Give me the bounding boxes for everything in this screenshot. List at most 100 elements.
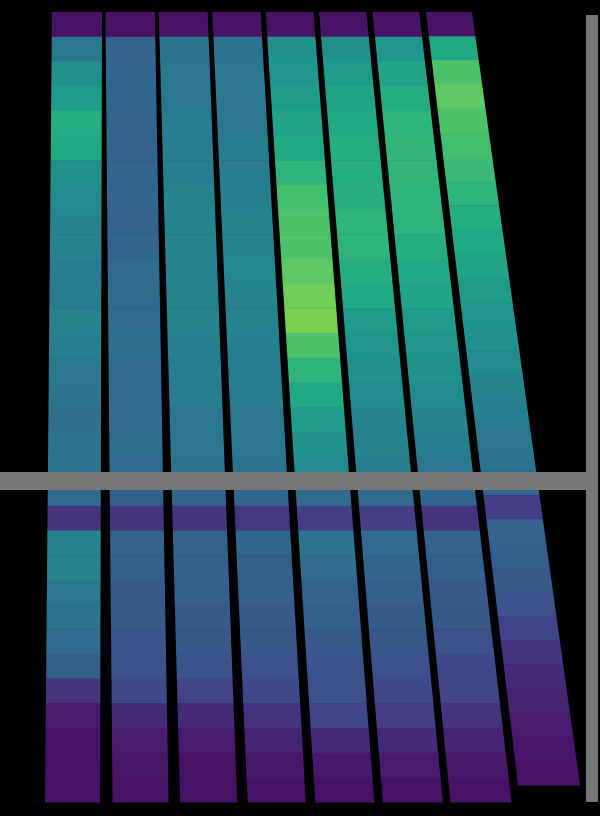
- heat-cell: [47, 506, 100, 531]
- heat-cell: [275, 160, 327, 185]
- heat-cell: [426, 555, 485, 580]
- heat-cell: [319, 12, 369, 37]
- heat-cell: [179, 777, 237, 802]
- heat-cell: [353, 432, 409, 457]
- heat-cell: [111, 654, 166, 679]
- heat-cell: [112, 753, 168, 778]
- heat-cell: [107, 185, 158, 210]
- heat-cell: [237, 555, 293, 580]
- heat-cell: [216, 86, 267, 111]
- heat-cell: [438, 679, 500, 704]
- heat-cell: [109, 382, 162, 407]
- heat-cell: [469, 374, 526, 399]
- heat-cell: [404, 333, 459, 358]
- heat-cell: [385, 135, 437, 160]
- heat-cell: [110, 555, 164, 580]
- heat-cell: [218, 135, 269, 160]
- heat-cell: [108, 259, 160, 284]
- heat-cell: [224, 284, 277, 309]
- heat-cell: [309, 703, 369, 728]
- horizontal-line: [0, 472, 586, 490]
- heat-cell: [45, 728, 100, 753]
- heat-cell: [106, 111, 157, 136]
- heat-cell: [272, 111, 323, 136]
- heat-cell: [392, 210, 445, 235]
- heat-cell: [314, 777, 375, 802]
- heat-cell: [241, 654, 299, 679]
- heat-cell: [47, 530, 101, 555]
- heat-cell: [52, 37, 102, 62]
- heat-cell: [361, 530, 419, 555]
- heat-cell: [286, 333, 340, 358]
- heat-cell: [278, 210, 330, 235]
- heat-cell: [429, 36, 479, 61]
- heat-cell: [466, 350, 522, 375]
- heat-cell: [394, 234, 448, 259]
- background: [0, 0, 600, 816]
- heat-cell: [231, 432, 286, 457]
- heat-cell: [159, 12, 209, 37]
- heat-cell: [463, 326, 519, 351]
- heat-cell: [407, 358, 463, 383]
- heat-cell: [163, 160, 214, 185]
- heat-cell: [270, 86, 321, 111]
- heat-cell: [247, 777, 306, 802]
- heat-cell: [436, 654, 497, 679]
- heat-cell: [215, 61, 265, 86]
- heat-cell: [45, 753, 100, 778]
- heat-cell: [339, 259, 393, 284]
- heat-cell: [238, 580, 295, 605]
- heat-cell: [160, 37, 210, 62]
- heat-cell: [515, 761, 580, 786]
- heat-cell: [484, 495, 543, 520]
- heat-cell: [109, 358, 162, 383]
- heat-cell: [47, 605, 101, 630]
- heat-cell: [475, 423, 533, 448]
- heat-cell: [281, 259, 334, 284]
- heat-cell: [170, 407, 224, 432]
- heat-cell: [306, 654, 365, 679]
- heat-cell: [177, 703, 234, 728]
- heat-cell: [349, 382, 405, 407]
- heat-cell: [174, 580, 230, 605]
- heat-cell: [371, 654, 431, 679]
- heat-cell: [48, 382, 101, 407]
- heat-cell: [161, 86, 212, 111]
- heat-cell: [335, 210, 388, 235]
- heat-cell: [50, 185, 101, 210]
- heat-cell: [110, 506, 164, 531]
- heat-cell: [433, 629, 494, 654]
- heat-cell: [375, 37, 425, 62]
- heat-cell: [367, 605, 426, 630]
- heat-cell: [166, 259, 218, 284]
- heat-cell: [213, 37, 263, 62]
- heat-cell: [325, 86, 376, 111]
- heat-cell: [107, 234, 159, 259]
- heat-cell: [162, 111, 213, 136]
- heat-cell: [109, 407, 162, 432]
- heat-cell: [478, 447, 536, 472]
- heat-cell: [377, 728, 438, 753]
- heat-cell: [297, 506, 354, 531]
- heat-cell: [461, 302, 516, 327]
- heat-cell: [46, 629, 100, 654]
- heat-cell: [164, 210, 216, 235]
- heat-cell: [426, 12, 475, 37]
- heat-cell: [172, 506, 227, 531]
- heat-cell: [448, 777, 512, 802]
- strip: [105, 12, 168, 803]
- heat-cell: [106, 86, 156, 111]
- heat-cell: [50, 160, 101, 185]
- heat-cell: [446, 181, 499, 206]
- heat-cell: [359, 506, 417, 531]
- heat-cell: [109, 432, 162, 457]
- heat-cell: [446, 753, 509, 778]
- heat-cell: [373, 12, 423, 37]
- heat-cell: [311, 728, 371, 753]
- heat-cell: [222, 234, 274, 259]
- heat-cell: [112, 703, 168, 728]
- heat-cell: [111, 679, 166, 704]
- heat-cell: [283, 284, 337, 309]
- heat-cell: [507, 688, 570, 713]
- heat-cell: [267, 37, 317, 62]
